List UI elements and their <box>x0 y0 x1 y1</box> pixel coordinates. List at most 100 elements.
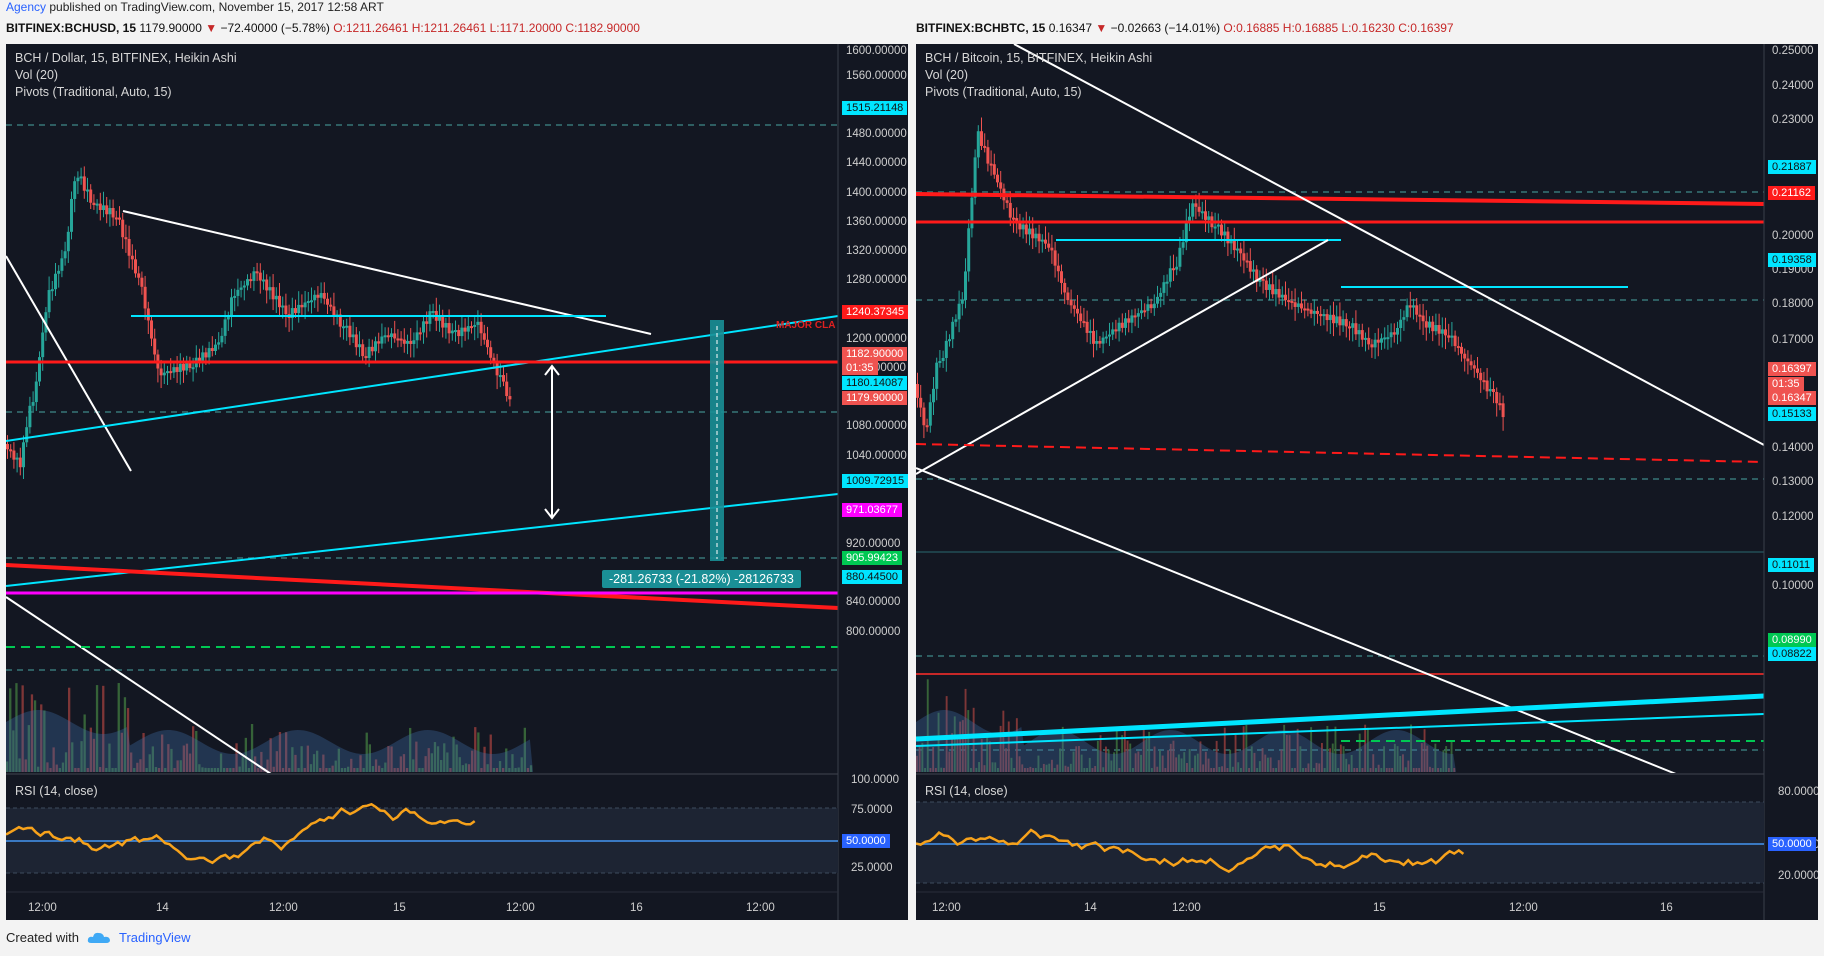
red-dashed-line[interactable] <box>916 443 1765 463</box>
volume-bar <box>247 768 251 772</box>
price-tag: 1182.90000 <box>842 347 908 361</box>
candle <box>1034 233 1038 239</box>
volume-bar <box>173 768 176 772</box>
candle <box>495 361 499 376</box>
volume-bar <box>1105 746 1107 772</box>
candle <box>1415 305 1419 315</box>
candle <box>960 300 964 304</box>
candle <box>1271 284 1275 295</box>
candle <box>162 372 166 376</box>
ascending-trendline[interactable] <box>916 239 1329 475</box>
candle <box>473 324 477 327</box>
candle <box>108 208 112 215</box>
candle <box>402 339 406 344</box>
candle <box>169 371 173 374</box>
volume-bar <box>1245 724 1248 772</box>
volume-bar <box>1437 768 1439 772</box>
candle <box>486 339 489 348</box>
candle <box>210 348 214 352</box>
volume-bar <box>24 759 27 772</box>
candle <box>1354 323 1358 335</box>
candle <box>1021 224 1025 230</box>
volume-bar <box>52 747 55 772</box>
candle <box>313 294 317 301</box>
rsi-value-tag: 50.0000 <box>1768 837 1816 851</box>
volume-bar <box>1053 768 1056 772</box>
left-legend-vol: Vol (20) <box>15 68 59 82</box>
volume-bar <box>167 744 170 772</box>
volume-bar <box>303 768 306 772</box>
candle <box>297 304 301 314</box>
volume-bar <box>1302 768 1304 772</box>
candle <box>386 335 390 338</box>
candle <box>502 375 505 382</box>
resistance-trendline[interactable] <box>122 210 652 335</box>
volume-bar <box>1423 729 1426 772</box>
time-axis-label: 12:00 <box>1172 902 1201 914</box>
candle <box>278 295 281 308</box>
volume-bar <box>33 700 37 772</box>
volume-bar <box>353 768 356 772</box>
volume-bar <box>1183 752 1186 772</box>
price-tick-label: 800.00000 <box>846 626 901 638</box>
price-tick-label: 1440.00000 <box>846 157 907 169</box>
lower-trendline[interactable] <box>6 596 272 775</box>
volume-bar <box>1434 743 1437 772</box>
candle <box>98 203 102 211</box>
lower-descending-trendline[interactable] <box>916 467 1677 775</box>
red-descending-line[interactable] <box>6 563 839 610</box>
footer-brand-link[interactable]: TradingView <box>118 930 191 945</box>
volume-bar <box>157 768 161 772</box>
candle <box>1380 338 1383 343</box>
cyan-thick-line[interactable] <box>916 693 1765 742</box>
candle <box>268 287 272 291</box>
volume-bar <box>232 768 235 772</box>
volume-bar <box>1091 768 1094 772</box>
volume-bar <box>207 768 210 772</box>
candle <box>166 371 169 374</box>
right-candles <box>916 117 1505 439</box>
volume-bar <box>1002 710 1005 772</box>
volume-bar <box>1210 768 1213 772</box>
volume-bar <box>980 739 983 772</box>
candle <box>1319 313 1323 317</box>
volume-bar <box>275 751 278 772</box>
volume-bar <box>365 732 368 772</box>
volume-bar <box>988 741 991 772</box>
candle <box>418 332 422 335</box>
volume-bar <box>319 768 322 772</box>
right-chart-panel[interactable]: BCH / Bitcoin, 15, BITFINEX, Heikin Ashi… <box>916 44 1818 920</box>
candle <box>1399 319 1403 329</box>
left-chart-canvas[interactable] <box>6 44 908 920</box>
right-chart-canvas[interactable] <box>916 44 1818 920</box>
candle <box>1124 318 1127 328</box>
candle <box>1376 339 1380 343</box>
candle <box>1498 403 1502 406</box>
cyan-thin-line[interactable] <box>916 713 1765 747</box>
publisher-link[interactable]: Agency <box>6 0 47 14</box>
candle <box>1226 231 1230 244</box>
volume-bar <box>219 753 223 772</box>
publisher-line: Agency published on TradingView.com, Nov… <box>0 0 1824 14</box>
left-legend-title: BCH / Dollar, 15, BITFINEX, Heikin Ashi <box>15 51 237 65</box>
volume-bar <box>415 741 418 772</box>
candle <box>233 295 237 298</box>
volume-bar <box>244 737 247 772</box>
volume-bar <box>226 768 229 772</box>
candle <box>114 217 118 220</box>
red-descending-line[interactable] <box>916 192 1765 206</box>
volume-bar <box>964 688 967 772</box>
price-tag: 0.08990 <box>1768 633 1816 647</box>
candle <box>1088 330 1092 333</box>
volume-bar <box>381 768 384 772</box>
right-legend: BCH / Bitcoin, 15, BITFINEX, Heikin Ashi… <box>925 50 1152 101</box>
candle <box>1092 330 1095 344</box>
volume-bar <box>1072 751 1075 772</box>
cyan-support-line[interactable] <box>6 315 839 442</box>
descending-trendline[interactable] <box>1013 44 1765 446</box>
left-chart-panel[interactable]: BCH / Dollar, 15, BITFINEX, Heikin Ashi … <box>6 44 908 920</box>
volume-bar <box>1372 754 1375 772</box>
candle <box>1220 224 1223 236</box>
candle <box>1328 314 1332 321</box>
volume-bar <box>1159 750 1161 772</box>
